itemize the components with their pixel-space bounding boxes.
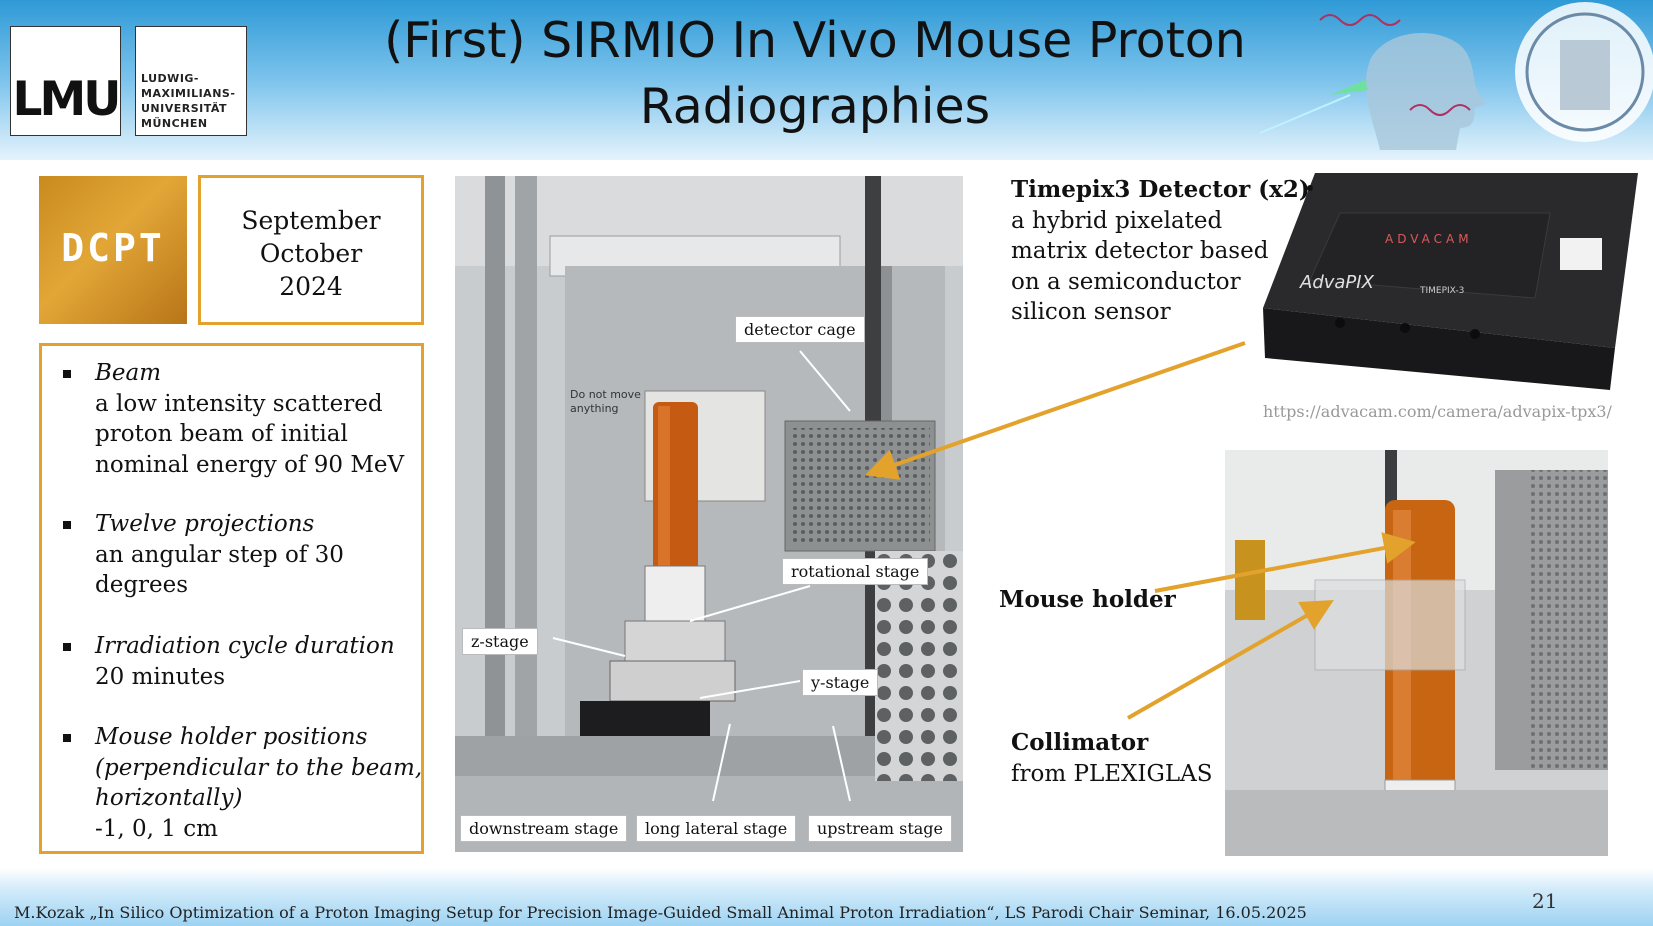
timepix-detector-image: ADVACAM AdvaPIX TIMEPIX-3: [1263, 173, 1638, 390]
device-connector: [1335, 318, 1345, 328]
date-box: September October 2024: [198, 175, 424, 325]
tube-holder: [644, 565, 706, 622]
header-illustration: [1260, 2, 1653, 150]
rail-post: [515, 176, 537, 852]
collimator-block: [1314, 579, 1466, 671]
bullet-text: 20 minutes: [95, 663, 226, 690]
label-upstream-stage: upstream stage: [808, 815, 952, 842]
base-table: [1225, 790, 1608, 856]
dcpt-logo-text: DCPT: [61, 226, 165, 270]
university-name-logo: LUDWIG- MAXIMILIANS- UNIVERSITÄT MÜNCHEN: [135, 26, 247, 136]
collimator-label: Collimator from PLEXIGLAS: [1011, 728, 1213, 789]
logo-name-line: MAXIMILIANS-: [141, 87, 236, 100]
bullet-marker: [63, 521, 71, 529]
device-side: [1263, 308, 1615, 390]
label-long-lateral-stage: long lateral stage: [636, 815, 797, 842]
device-connector: [1470, 329, 1480, 339]
label-rotational-stage: rotational stage: [782, 558, 929, 585]
parameters-box: Beam a low intensity scattered proton be…: [39, 343, 424, 854]
bullet-text: proton beam of initial: [95, 421, 348, 447]
cage-mesh: [790, 428, 930, 546]
wave-line: [1409, 104, 1471, 116]
label-z-stage: z-stage: [462, 628, 538, 655]
bullet-text: an angular step of 30: [95, 541, 344, 568]
device-connector: [1400, 323, 1410, 333]
bullet-title: Beam: [95, 360, 162, 386]
collimator-title: Collimator: [1011, 729, 1149, 756]
rail-post: [485, 176, 505, 852]
bullet-title: Twelve projections: [95, 511, 315, 537]
mouse-holder-photo: [1225, 450, 1608, 856]
label-arrows: [552, 350, 851, 802]
device-model: TIMEPIX-3: [1419, 286, 1464, 296]
handwritten-note: anything: [570, 402, 619, 415]
page-number: 21: [1532, 889, 1558, 913]
bullet-cycle-duration: Irradiation cycle duration 20 minutes: [63, 631, 425, 692]
seal-ring: [1525, 12, 1645, 132]
seal-figure: [1560, 40, 1610, 110]
footer-bar: [0, 868, 1653, 926]
z-stage: [609, 660, 736, 702]
detector-desc-line: silicon sensor: [1011, 299, 1171, 325]
bullet-text: nominal energy of 90 MeV: [95, 451, 405, 478]
footer-citation: M.Kozak „In Silico Optimization of a Pro…: [14, 903, 1307, 922]
head-silhouette: [1365, 33, 1486, 150]
detector-description: Timepix3 Detector (x2) a hybrid pixelate…: [1011, 175, 1310, 328]
label-detector-cage: detector cage: [735, 316, 865, 343]
date-line: October: [259, 239, 363, 268]
label-y-stage: y-stage: [802, 669, 879, 696]
date-line: 2024: [279, 272, 343, 301]
logo-name-line: LUDWIG-: [141, 72, 200, 85]
bullet-beam: Beam a low intensity scattered proton be…: [63, 358, 425, 480]
title-line: (First) SIRMIO In Vivo Mouse Proton: [384, 12, 1246, 69]
detector-url: https://advacam.com/camera/advapix-tpx3/: [1263, 402, 1612, 421]
logo-name-line: MÜNCHEN: [141, 117, 208, 130]
detector-desc-line: a hybrid pixelated: [1011, 207, 1223, 234]
logo-name-line: UNIVERSITÄT: [141, 102, 228, 115]
bullet-marker: [63, 734, 71, 742]
beam-spot: [1330, 80, 1368, 95]
bullet-text: -1, 0, 1 cm: [95, 815, 218, 842]
rotational-stage: [624, 620, 726, 662]
bullet-marker: [63, 643, 71, 651]
bullet-title: Irradiation cycle duration: [95, 633, 395, 659]
handwritten-note: Do not move: [570, 388, 641, 401]
detector-title: Timepix3 Detector (x2): [1011, 176, 1310, 203]
detector-desc-line: on a semiconductor: [1011, 268, 1241, 295]
wave-line: [1319, 14, 1401, 26]
bullet-title: horizontally): [95, 785, 243, 811]
device-product: AdvaPIX: [1299, 272, 1375, 293]
bullet-text: a low intensity scattered: [95, 390, 383, 417]
collimator-desc: from PLEXIGLAS: [1011, 760, 1213, 787]
beam-line: [1260, 94, 1351, 135]
bullet-marker: [63, 370, 71, 378]
slide-title: (First) SIRMIO In Vivo Mouse Proton Radi…: [300, 8, 1330, 140]
bullet-holder-positions: Mouse holder positions (perpendicular to…: [63, 722, 425, 844]
bullet-text: degrees: [95, 572, 189, 598]
mouse-holder-title: Mouse holder: [999, 586, 1176, 613]
dcpt-logo: DCPT: [39, 176, 187, 324]
label-downstream-stage: downstream stage: [460, 815, 628, 842]
bullet-title: Mouse holder positions: [95, 724, 368, 750]
lmu-logo-text: LMU: [12, 72, 122, 127]
device-screw: [1307, 185, 1313, 191]
device-port: [1560, 238, 1602, 270]
detector-desc-line: matrix detector based: [1011, 238, 1269, 264]
bullet-projections: Twelve projections an angular step of 30…: [63, 509, 425, 601]
date-line: September: [241, 206, 381, 235]
device-panel: [1309, 212, 1551, 299]
plate-holes: [875, 551, 963, 781]
mouse-holder-label: Mouse holder: [999, 585, 1176, 616]
device-brand: ADVACAM: [1385, 232, 1473, 246]
lmu-logo: LMU: [10, 26, 121, 136]
detector-gold: [1235, 540, 1265, 620]
cage-mesh: [1530, 470, 1608, 770]
setup-photo: Do not move anything: [455, 176, 963, 852]
bullet-title: (perpendicular to the beam,: [95, 754, 423, 781]
tube-highlight: [658, 406, 670, 581]
title-line: Radiographies: [639, 78, 991, 135]
